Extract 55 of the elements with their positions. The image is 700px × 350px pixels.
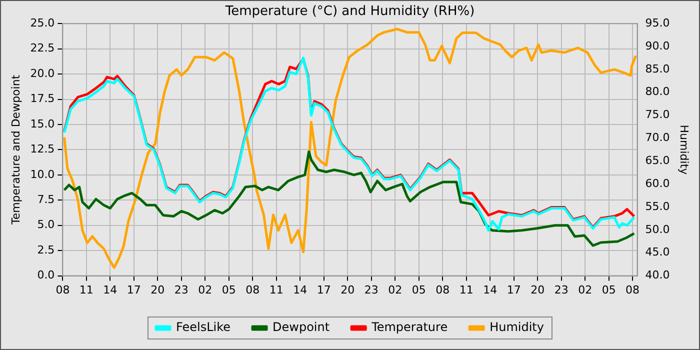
y-tick-label: 15.0: [30, 117, 55, 130]
legend-label: Humidity: [490, 320, 544, 334]
x-tick-label: 08: [246, 283, 260, 296]
x-tick-label: 02: [578, 283, 592, 296]
x-tick-label: 02: [198, 283, 212, 296]
legend-label: Temperature: [370, 320, 448, 334]
y-tick-label: 25.0: [30, 16, 55, 30]
legend-label: FeelsLike: [176, 320, 231, 334]
chart-title: Temperature (°C) and Humidity (RH%): [224, 4, 475, 20]
x-tick-label: 05: [222, 283, 236, 296]
x-tick-label: 11: [269, 283, 284, 296]
y2-tick-label: 85.0: [645, 62, 670, 76]
x-tick-label: 14: [483, 283, 498, 296]
y2-axis-title: Humidity: [678, 124, 691, 176]
x-tick-label: 23: [364, 283, 378, 296]
x-tick-label: 20: [150, 283, 165, 296]
y2-tick-label: 60.0: [645, 176, 670, 190]
x-tick-label: 23: [174, 283, 188, 296]
y2-tick-label: 95.0: [645, 16, 670, 30]
y2-tick-label: 55.0: [645, 200, 670, 213]
x-tick-label: 08: [436, 283, 450, 296]
x-tick-label: 17: [506, 283, 521, 296]
x-tick-label: 17: [126, 283, 141, 296]
y2-tick-label: 70.0: [645, 131, 670, 144]
y-axis-title: Temperature and Dewpoint: [9, 74, 22, 226]
y2-tick-label: 45.0: [645, 246, 670, 259]
x-tick-label: 14: [293, 283, 308, 296]
x-tick-label: 05: [602, 283, 616, 296]
y2-tick-label: 90.0: [645, 39, 670, 52]
x-tick-label: 08: [56, 283, 70, 296]
y-tick-label: 7.5: [37, 193, 55, 206]
x-tick-label: 11: [459, 283, 474, 296]
y-tick-label: 10.0: [30, 168, 55, 181]
legend-label: Dewpoint: [272, 320, 330, 334]
x-tick-label: 20: [340, 283, 355, 296]
x-tick-label: 20: [530, 283, 545, 296]
y-tick-label: 20.0: [30, 66, 55, 80]
x-tick-label: 02: [388, 283, 402, 296]
x-tick-label: 14: [103, 283, 118, 296]
x-tick-label: 05: [412, 283, 426, 296]
y-tick-label: 5.0: [37, 218, 55, 232]
y-tick-label: 22.5: [30, 42, 55, 55]
y2-tick-label: 80.0: [645, 85, 670, 98]
y-tick-label: 17.5: [30, 92, 55, 106]
y-tick-label: 2.5: [37, 243, 55, 256]
x-tick-label: 11: [79, 283, 94, 296]
y-tick-label: 12.5: [30, 142, 55, 156]
y-tick-label: 0.0: [37, 268, 55, 282]
y2-tick-label: 40.0: [645, 268, 670, 282]
x-tick-label: 08: [626, 283, 640, 296]
x-tick-label: 17: [316, 283, 331, 296]
y2-tick-label: 65.0: [645, 154, 670, 168]
x-tick-label: 23: [554, 283, 568, 296]
y2-tick-label: 75.0: [645, 108, 670, 122]
y2-tick-label: 50.0: [645, 222, 670, 236]
